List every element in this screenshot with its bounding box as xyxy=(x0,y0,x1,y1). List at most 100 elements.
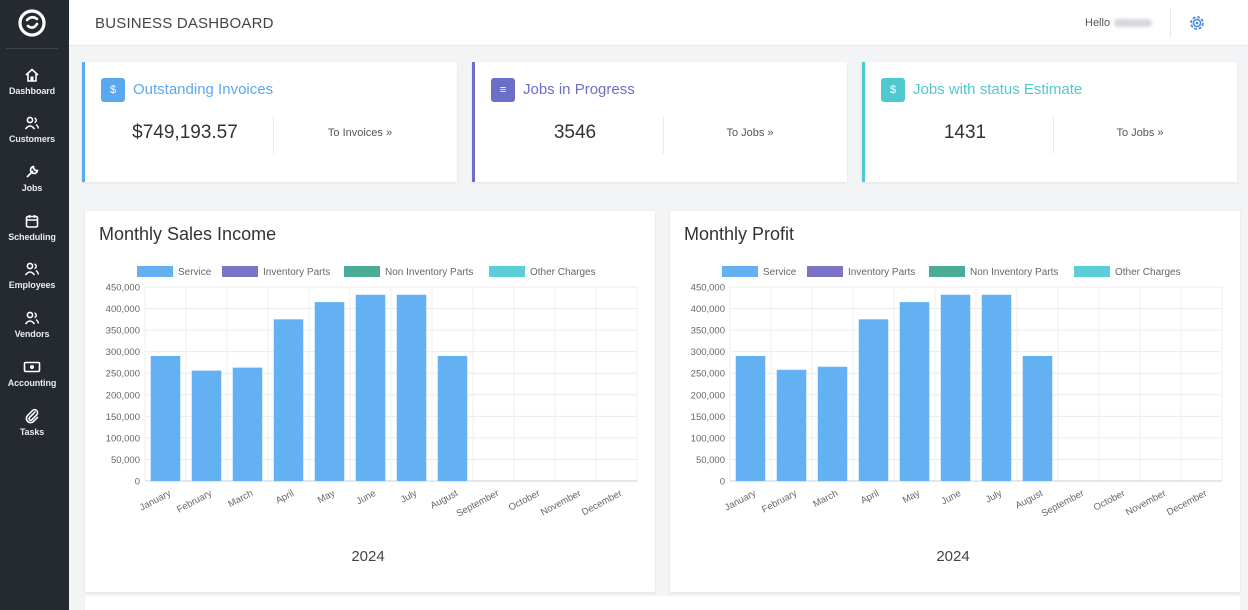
sidebar: Dashboard Customers Jobs Scheduling Empl… xyxy=(0,0,69,610)
bottom-panel-edge xyxy=(85,596,1240,610)
x-tick-label: May xyxy=(316,488,337,506)
x-tick-label: February xyxy=(175,488,214,516)
x-tick-label: March xyxy=(811,488,839,510)
legend-label: Inventory Parts xyxy=(263,267,330,278)
x-axis-title: 2024 xyxy=(936,548,969,565)
x-tick-label: July xyxy=(399,488,419,506)
to-jobs-link[interactable]: To Jobs » xyxy=(1116,127,1164,139)
home-icon xyxy=(25,68,39,82)
x-tick-label: August xyxy=(1014,488,1046,512)
legend-label: Service xyxy=(763,267,797,278)
legend-item: Service xyxy=(722,266,797,278)
card-divider xyxy=(1053,116,1054,154)
sidebar-divider xyxy=(6,48,58,49)
jobs-estimate-card: $ Jobs with status Estimate 1431 To Jobs… xyxy=(862,62,1237,182)
bar xyxy=(858,319,889,481)
sidebar-item-accounting[interactable]: Accounting xyxy=(0,359,64,403)
sidebar-item-tasks[interactable]: Tasks xyxy=(0,408,64,452)
bar xyxy=(981,294,1012,481)
bar xyxy=(899,302,930,481)
legend-label: Non Inventory Parts xyxy=(970,267,1058,278)
y-tick-label: 100,000 xyxy=(106,433,140,444)
y-tick-label: 200,000 xyxy=(106,390,140,401)
sidebar-item-dashboard[interactable]: Dashboard xyxy=(0,67,64,111)
card-divider xyxy=(273,116,274,154)
user-name-redacted xyxy=(1114,19,1153,28)
bar xyxy=(314,302,345,481)
chart-title: Monthly Profit xyxy=(684,224,795,244)
x-tick-label: December xyxy=(580,488,624,518)
x-tick-label: May xyxy=(901,488,922,506)
y-tick-label: 50,000 xyxy=(696,455,725,466)
bar xyxy=(817,366,848,481)
card-value: $749,193.57 xyxy=(132,122,238,143)
monthly-sales-income-panel: Monthly Sales Income Service Inventory Pa… xyxy=(85,211,655,592)
wrench-icon xyxy=(26,165,39,178)
jobs-in-progress-card: ≡ Jobs in Progress 3546 To Jobs » xyxy=(472,62,847,182)
legend-item: Inventory Parts xyxy=(222,266,330,278)
x-axis-title: 2024 xyxy=(351,548,384,565)
legend-label: Other Charges xyxy=(530,267,596,278)
x-tick-label: September xyxy=(1040,488,1086,520)
dollar-icon: $ xyxy=(101,78,125,102)
bar xyxy=(150,355,181,481)
legend-label: Service xyxy=(178,267,212,278)
card-title[interactable]: Jobs in Progress xyxy=(523,81,635,98)
y-tick-label: 350,000 xyxy=(106,326,140,337)
sidebar-item-label: Accounting xyxy=(7,378,57,388)
money-icon xyxy=(23,361,41,373)
x-tick-label: September xyxy=(455,488,501,520)
y-tick-label: 150,000 xyxy=(106,412,140,423)
legend-item: Service xyxy=(137,266,212,278)
legend-swatch xyxy=(137,266,173,277)
greeting-text: Hello xyxy=(1085,17,1111,29)
card-value: 3546 xyxy=(553,122,597,143)
y-tick-label: 450,000 xyxy=(691,283,725,294)
monthly-profit-panel: Monthly Profit Service Inventory Parts Non… xyxy=(670,211,1240,592)
x-tick-label: July xyxy=(984,488,1004,506)
card-divider xyxy=(663,116,664,154)
sidebar-item-jobs[interactable]: Jobs xyxy=(0,164,64,208)
y-tick-label: 400,000 xyxy=(691,304,725,315)
app-logo-icon[interactable] xyxy=(18,9,46,37)
bar xyxy=(191,370,222,481)
bar xyxy=(232,367,263,481)
y-tick-label: 0 xyxy=(135,477,140,488)
legend-label: Other Charges xyxy=(1115,267,1181,278)
legend-item: Non Inventory Parts xyxy=(929,266,1058,278)
outstanding-invoices-card: $ Outstanding Invoices $749,193.57 To In… xyxy=(82,62,457,182)
bar xyxy=(776,369,807,481)
x-tick-label: April xyxy=(859,488,881,507)
x-tick-label: February xyxy=(760,488,799,516)
legend-item: Inventory Parts xyxy=(807,266,915,278)
settings-gear-icon[interactable] xyxy=(1187,13,1207,33)
card-title[interactable]: Jobs with status Estimate xyxy=(913,81,1083,98)
sidebar-item-label: Jobs xyxy=(21,183,43,193)
legend-label: Non Inventory Parts xyxy=(385,267,473,278)
sidebar-item-vendors[interactable]: Vendors xyxy=(0,310,64,354)
top-header: BUSINESS DASHBOARD Hello xyxy=(69,0,1248,46)
list-icon: ≡ xyxy=(491,78,515,102)
to-invoices-link[interactable]: To Invoices » xyxy=(327,127,393,139)
sidebar-item-customers[interactable]: Customers xyxy=(0,115,64,159)
sidebar-item-label: Tasks xyxy=(19,427,45,437)
sidebar-item-employees[interactable]: Employees xyxy=(0,261,64,305)
monthly-profit-chart: Service Inventory Parts Non Inventory Part… xyxy=(691,266,1223,565)
x-tick-label: November xyxy=(539,488,583,518)
x-tick-label: June xyxy=(355,488,378,507)
legend-swatch xyxy=(344,266,380,277)
y-tick-label: 350,000 xyxy=(691,326,725,337)
x-tick-label: January xyxy=(138,488,173,514)
sidebar-item-label: Customers xyxy=(8,134,56,144)
sidebar-item-label: Vendors xyxy=(14,329,50,339)
x-tick-label: November xyxy=(1124,488,1168,518)
sidebar-item-label: Employees xyxy=(8,280,56,290)
x-tick-label: October xyxy=(507,488,542,514)
users-icon xyxy=(24,262,40,276)
card-title[interactable]: Outstanding Invoices xyxy=(133,81,274,98)
header-divider xyxy=(1170,8,1171,38)
sidebar-item-scheduling[interactable]: Scheduling xyxy=(0,213,64,257)
x-tick-label: August xyxy=(429,488,461,512)
to-jobs-link[interactable]: To Jobs » xyxy=(726,127,774,139)
x-tick-label: December xyxy=(1165,488,1209,518)
